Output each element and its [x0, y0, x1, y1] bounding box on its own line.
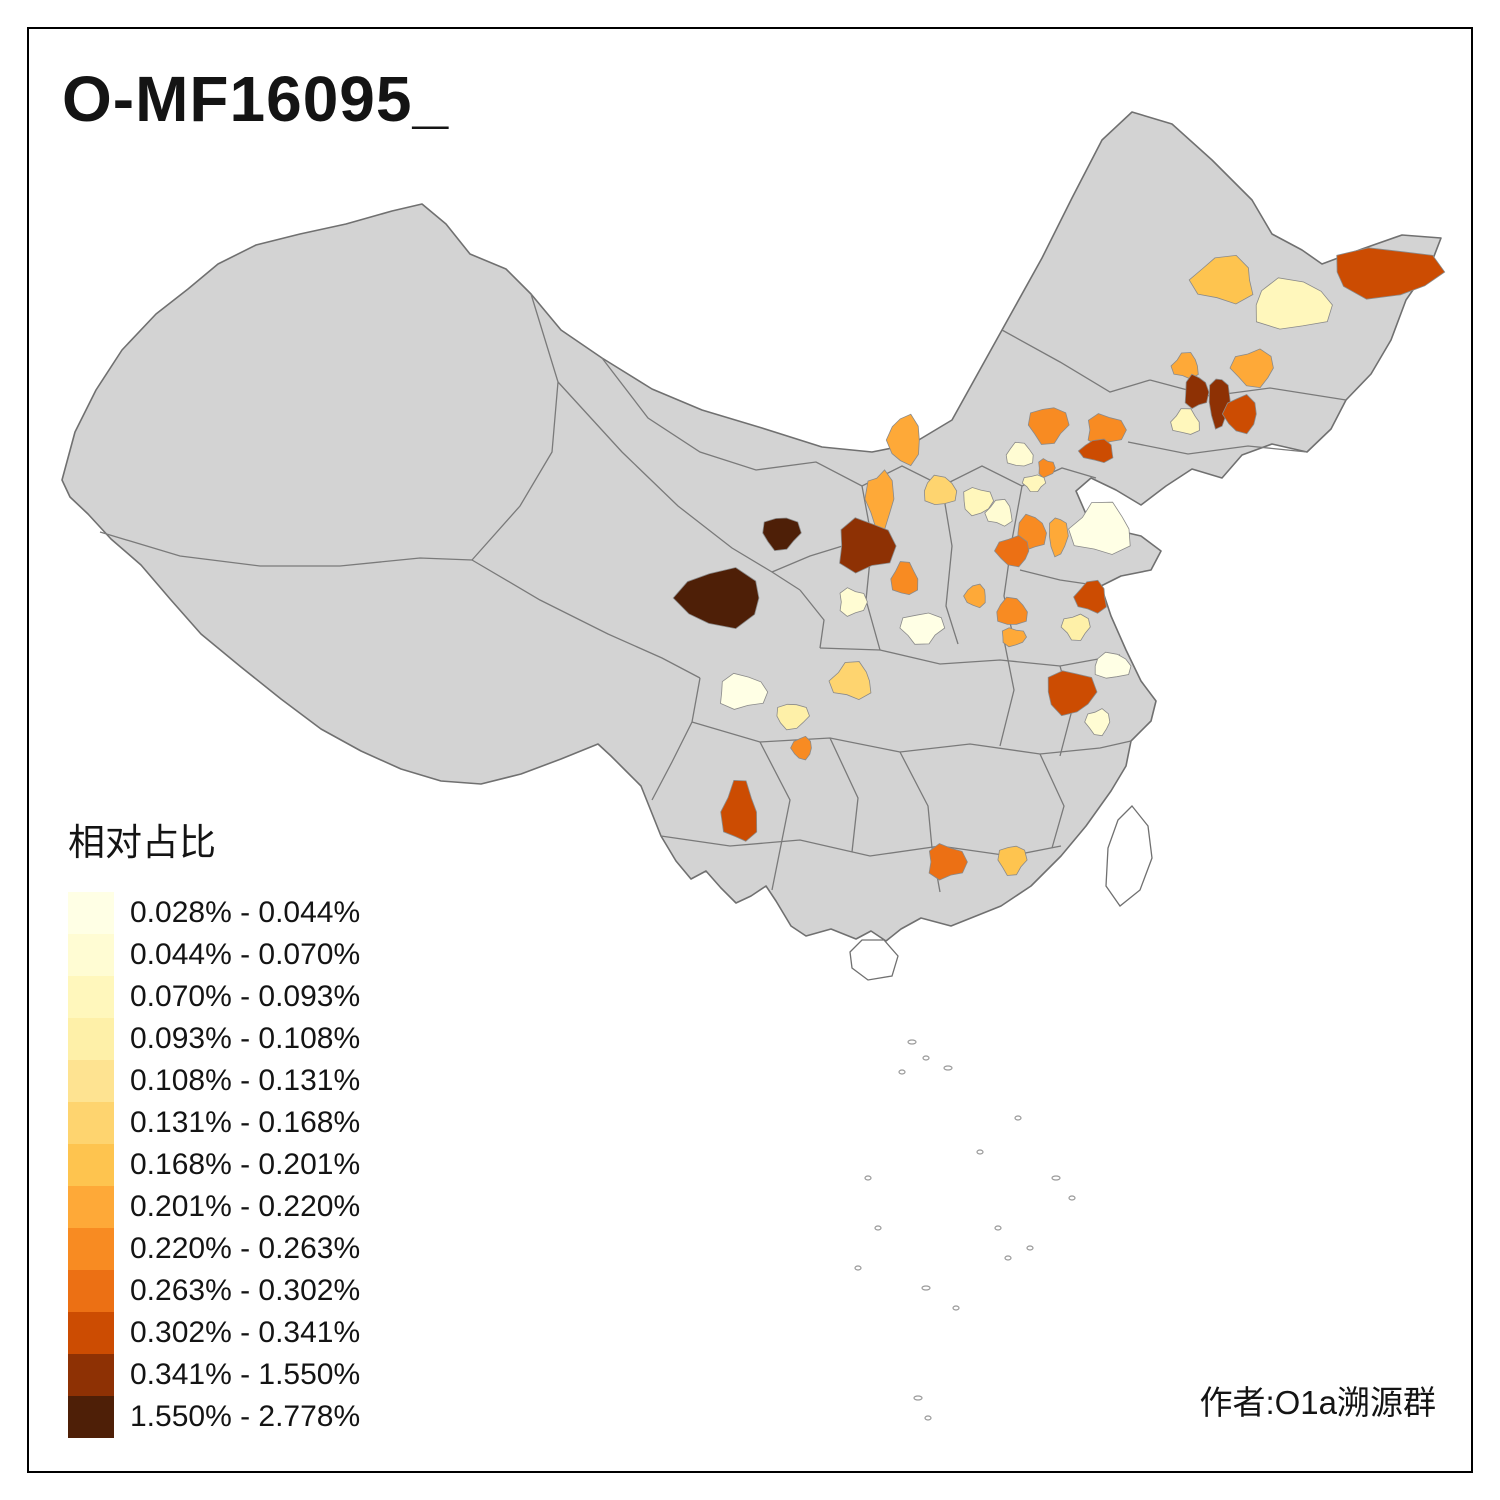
legend-label: 1.550% - 2.778%	[130, 1400, 361, 1433]
map-region	[994, 535, 1030, 568]
map-region	[1087, 413, 1127, 447]
map-region	[1060, 613, 1091, 641]
map-region	[1001, 627, 1027, 648]
attribution: 作者:O1a溯源群	[1199, 1384, 1436, 1421]
map-region	[790, 735, 812, 761]
legend-row: 0.201% - 0.220%	[68, 1186, 360, 1228]
legend-label: 0.044% - 0.070%	[130, 938, 361, 971]
legend-label: 0.168% - 0.201%	[130, 1148, 361, 1181]
legend-rows: 0.028% - 0.044% 0.044% - 0.070% 0.070% - 0…	[68, 892, 360, 1438]
map-region	[1094, 651, 1132, 679]
legend-row: 0.093% - 0.108%	[68, 1018, 360, 1060]
legend-swatch	[68, 892, 114, 934]
legend-label: 0.093% - 0.108%	[130, 1022, 361, 1055]
map-region	[1038, 458, 1056, 479]
legend-swatch	[68, 1102, 114, 1144]
legend-row: 0.044% - 0.070%	[68, 934, 360, 976]
legend-swatch	[68, 1396, 114, 1438]
map-region	[923, 474, 958, 506]
map-region	[762, 517, 802, 552]
map-region	[864, 469, 895, 530]
map-region	[1047, 670, 1098, 717]
region-layer	[672, 247, 1446, 881]
south-china-sea-islands	[854, 1039, 1076, 1421]
legend-label: 0.220% - 0.263%	[130, 1232, 361, 1265]
legend-row: 0.028% - 0.044%	[68, 892, 360, 934]
legend-swatch	[68, 1060, 114, 1102]
legend-label: 0.302% - 0.341%	[130, 1316, 361, 1349]
legend-label: 0.131% - 0.168%	[130, 1106, 361, 1139]
hainan-island	[849, 939, 899, 981]
map-region	[1221, 394, 1257, 435]
legend-swatch	[68, 1228, 114, 1270]
map-region	[720, 672, 769, 710]
map-region	[839, 517, 897, 574]
map-region	[672, 567, 760, 630]
legend-swatch	[68, 1186, 114, 1228]
legend-swatch	[68, 976, 114, 1018]
page-title: O-MF16095_	[62, 63, 450, 135]
map-region	[1336, 247, 1446, 300]
legend-title: 相对占比	[68, 822, 216, 863]
legend-row: 0.108% - 0.131%	[68, 1060, 360, 1102]
map-region	[720, 779, 758, 842]
map-region	[1068, 501, 1131, 555]
legend-swatch	[68, 1018, 114, 1060]
map-region	[963, 487, 995, 517]
legend-swatch	[68, 1312, 114, 1354]
map-region	[890, 561, 919, 596]
map-region	[1229, 348, 1274, 389]
legend-label: 0.341% - 1.550%	[130, 1358, 361, 1391]
legend-swatch	[68, 1144, 114, 1186]
map-region	[1255, 277, 1333, 330]
map-region	[1170, 408, 1200, 435]
legend-row: 0.302% - 0.341%	[68, 1312, 360, 1354]
map-region	[1184, 373, 1210, 409]
legend-row: 0.341% - 1.550%	[68, 1354, 360, 1396]
taiwan-island	[1105, 805, 1153, 907]
legend-row: 0.070% - 0.093%	[68, 976, 360, 1018]
map-region	[885, 413, 920, 467]
map-region	[928, 843, 968, 881]
legend-swatch	[68, 1270, 114, 1312]
map-region	[1188, 254, 1254, 305]
legend-row: 1.550% - 2.778%	[68, 1396, 360, 1438]
legend-label: 0.070% - 0.093%	[130, 980, 361, 1013]
map-region	[899, 612, 946, 645]
legend-label: 0.108% - 0.131%	[130, 1064, 361, 1097]
legend-row: 0.263% - 0.302%	[68, 1270, 360, 1312]
legend-label: 0.263% - 0.302%	[130, 1274, 361, 1307]
map-region	[776, 703, 810, 731]
legend-row: 0.168% - 0.201%	[68, 1144, 360, 1186]
map-region	[828, 661, 872, 701]
legend: 相对占比 0.028% - 0.044% 0.044% - 0.070% 0.070…	[68, 812, 360, 1438]
map-region	[1005, 441, 1034, 467]
map-region	[1077, 438, 1114, 464]
map-region	[996, 596, 1028, 625]
map-region	[997, 845, 1028, 876]
map-region	[1073, 579, 1107, 614]
legend-label: 0.201% - 0.220%	[130, 1190, 361, 1223]
legend-row: 0.220% - 0.263%	[68, 1228, 360, 1270]
map-region	[1021, 474, 1047, 493]
legend-swatch	[68, 1354, 114, 1396]
map-region	[1084, 708, 1111, 737]
legend-swatch	[68, 934, 114, 976]
map-region	[984, 498, 1013, 527]
map-region	[1027, 407, 1070, 445]
legend-label: 0.028% - 0.044%	[130, 896, 361, 929]
map-region	[963, 583, 986, 609]
map-region	[1048, 517, 1069, 558]
map-region	[839, 587, 868, 617]
legend-row: 0.131% - 0.168%	[68, 1102, 360, 1144]
